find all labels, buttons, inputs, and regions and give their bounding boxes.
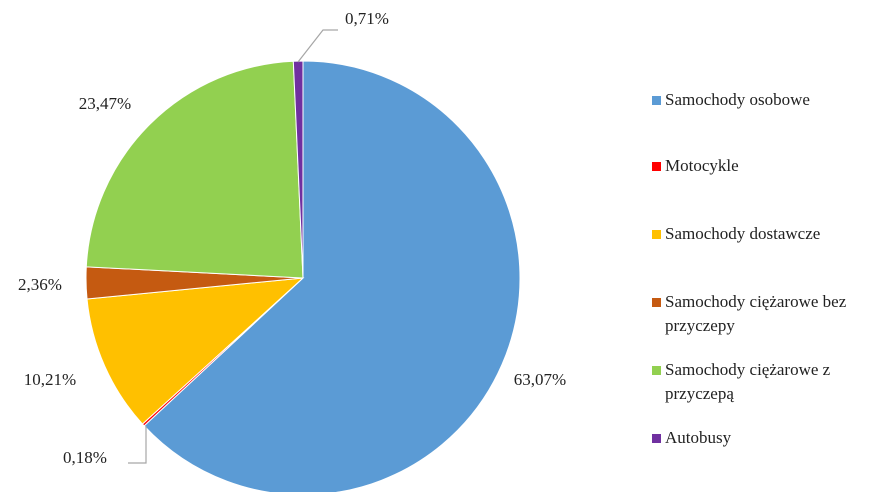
legend-swatch: [652, 230, 661, 239]
legend-item: Samochody ciężarowe bez przyczepy: [652, 290, 892, 338]
legend-item: Motocykle: [652, 154, 892, 178]
legend-swatch: [652, 162, 661, 171]
data-label: 0,18%: [63, 448, 107, 467]
data-label: 0,71%: [345, 9, 389, 28]
pie-slice: [143, 60, 521, 492]
data-label: 2,36%: [18, 275, 62, 294]
legend-label: Samochody dostawcze: [665, 224, 821, 243]
legend-label: Samochody ciężarowe bez przyczepy: [665, 292, 847, 335]
data-label: 23,47%: [79, 94, 131, 113]
legend-item: Samochody dostawcze: [652, 222, 892, 246]
legend-label: Samochody ciężarowe z przyczepą: [665, 360, 831, 403]
pie-slice: [85, 60, 304, 279]
legend-swatch: [652, 434, 661, 443]
legend-label: Autobusy: [665, 428, 732, 447]
data-label: 10,21%: [24, 370, 76, 389]
legend-label: Motocykle: [665, 156, 739, 175]
legend-item: Autobusy: [652, 426, 892, 450]
legend-item: Samochody osobowe: [652, 88, 892, 112]
leader-line: [297, 29, 338, 63]
leader-line: [128, 426, 147, 464]
legend-item: Samochody ciężarowe z przyczepą: [652, 358, 892, 406]
pie-slice: [86, 277, 305, 425]
legend-swatch: [652, 96, 661, 105]
data-label: 63,07%: [514, 370, 566, 389]
legend-label: Samochody osobowe: [665, 90, 810, 109]
legend-swatch: [652, 366, 661, 375]
legend-swatch: [652, 298, 661, 307]
